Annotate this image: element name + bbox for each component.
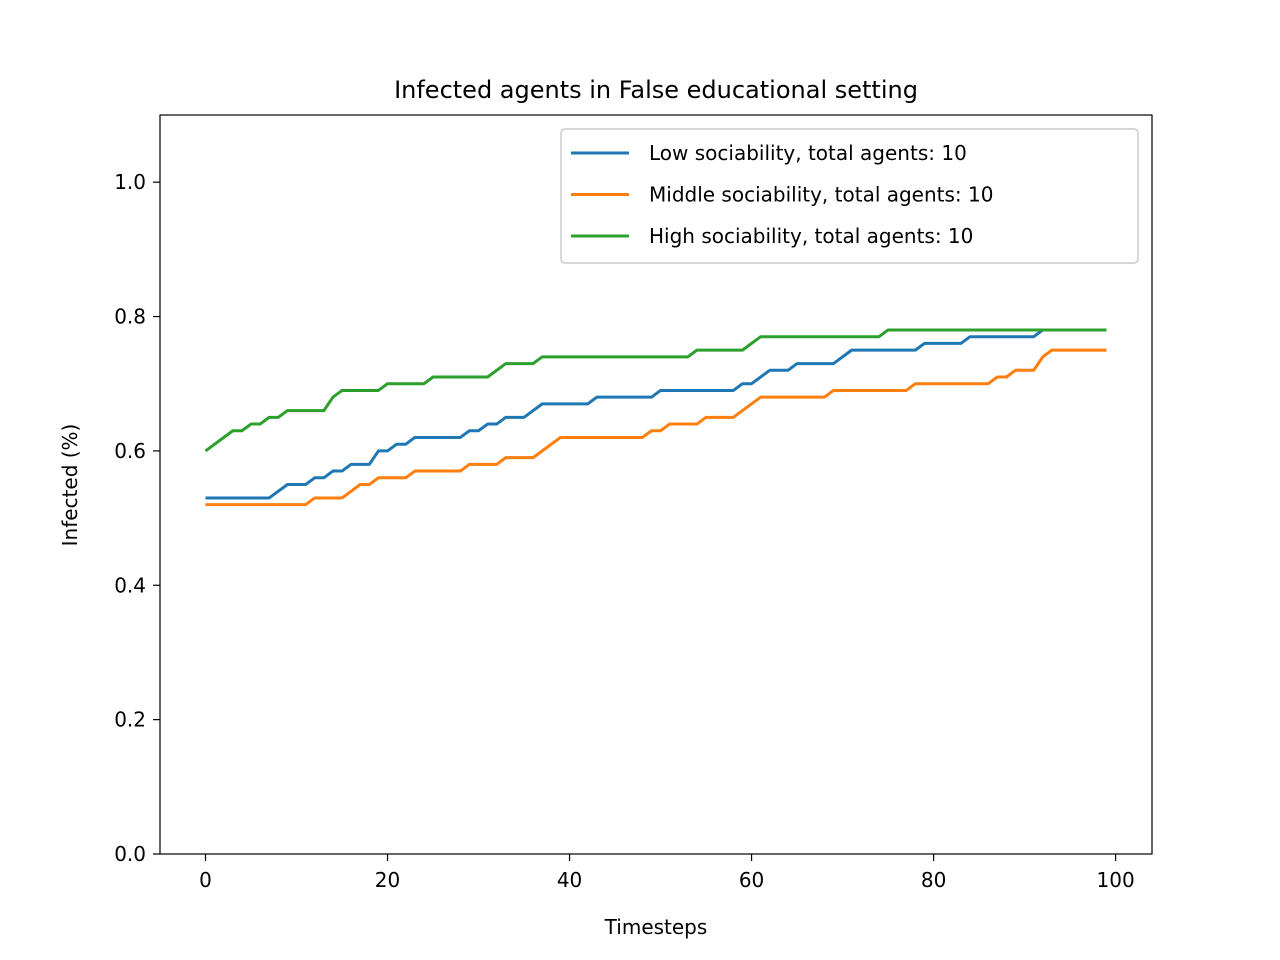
y-tick-label: 0.2 [114,708,146,732]
x-tick-label: 40 [557,868,582,892]
y-tick-label: 0.0 [114,842,146,866]
legend-label-2: Middle sociability, total agents: 10 [649,183,993,207]
legend: Low sociability, total agents: 10 Middle … [560,128,1139,264]
x-tick-label: 80 [921,868,946,892]
series-line-3 [204,328,1107,453]
y-tick-label: 0.4 [114,573,146,597]
chart-title: Infected agents in False educational set… [394,76,918,104]
y-axis: 0.0 0.2 0.4 0.6 0.8 1.0 [114,170,160,866]
x-axis: 0 20 40 60 80 100 [199,854,1135,892]
plot-area [204,328,1107,507]
x-axis-label: Timesteps [604,915,708,939]
y-tick-label: 0.8 [114,305,146,329]
y-tick-label: 0.6 [114,439,146,463]
series-line-1 [205,328,1107,500]
x-tick-label: 60 [739,868,764,892]
axes-frame [159,114,1153,855]
y-tick-label: 1.0 [114,170,146,194]
series-line-2 [205,348,1107,507]
y-axis-label: Infected (%) [58,424,82,547]
legend-label-3: High sociability, total agents: 10 [649,224,973,248]
legend-label-1: Low sociability, total agents: 10 [649,141,967,165]
x-tick-label: 100 [1097,868,1135,892]
x-tick-label: 0 [199,868,212,892]
x-tick-label: 20 [375,868,400,892]
legend-box [560,128,1139,264]
